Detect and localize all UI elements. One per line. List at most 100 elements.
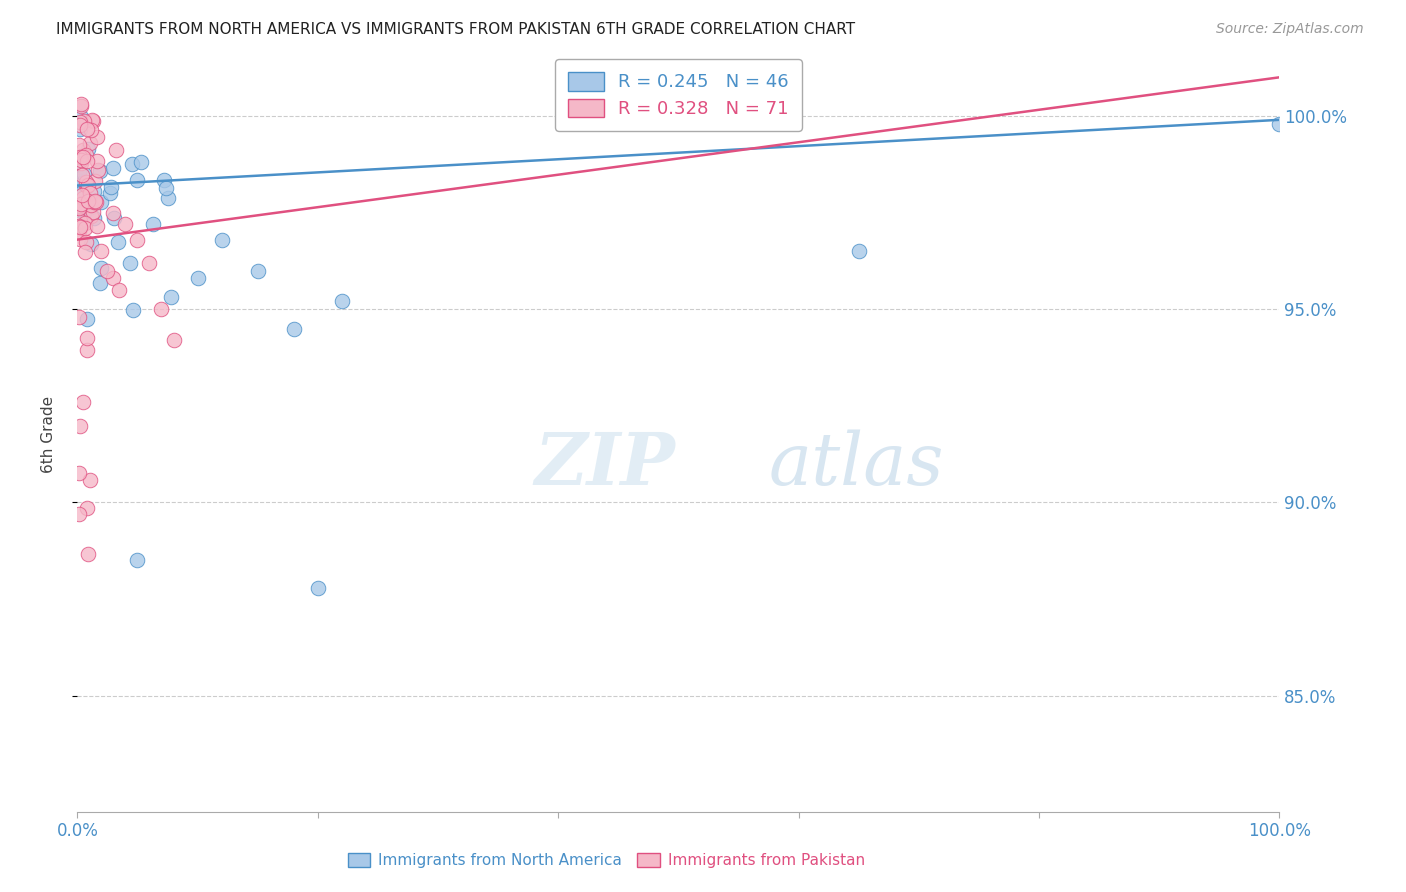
Point [98,186,121,200]
Point [67,202,90,217]
Point [75,178,97,193]
Point [89,163,111,178]
Point [70,110,93,124]
Point [72,204,94,219]
Point [69,150,91,164]
Point [67,507,90,521]
Point [90,261,112,276]
Y-axis label: 6th Grade: 6th Grade [42,396,56,474]
Point [127,233,149,247]
Point [72,114,94,128]
Point [67,138,90,153]
Point [76,343,98,357]
Point [69,419,91,434]
Point [72,143,94,157]
Point [307,581,329,595]
Point [72,190,94,204]
Point [80,209,103,223]
Point [127,553,149,567]
Point [330,294,353,309]
Point [67,467,90,481]
Point [69,115,91,129]
Point [77,548,100,562]
Point [86,130,108,145]
Point [283,321,305,335]
Point [76,331,98,345]
Point [83,195,105,210]
Point [90,244,112,259]
Point [67,165,90,179]
Point [84,195,107,210]
Point [96,263,118,277]
Point [70,168,93,182]
Point [77,178,100,193]
Point [138,256,160,270]
Point [129,155,152,169]
Point [76,122,98,136]
Point [83,174,105,188]
Point [121,303,143,318]
Point [76,141,98,155]
Point [70,188,93,202]
Point [187,271,209,285]
Point [76,501,98,516]
Point [76,154,98,169]
Point [162,333,184,347]
Text: ZIP: ZIP [534,430,675,500]
Point [70,99,93,113]
Point [107,235,129,250]
Point [67,225,90,239]
Text: IMMIGRANTS FROM NORTH AMERICA VS IMMIGRANTS FROM PAKISTAN 6TH GRADE CORRELATION : IMMIGRANTS FROM NORTH AMERICA VS IMMIGRA… [56,22,855,37]
Point [70,176,93,190]
Point [80,236,103,251]
Point [75,245,97,260]
Point [86,219,108,233]
Point [80,113,103,128]
Point [75,148,97,162]
Point [153,173,176,187]
Point [69,153,91,167]
Point [76,194,98,208]
Point [69,232,91,246]
Point [103,211,125,225]
Point [69,174,91,188]
Point [79,186,101,200]
Text: atlas: atlas [769,430,943,500]
Point [80,123,103,137]
Point [120,256,142,270]
Point [150,302,173,317]
Point [72,395,94,409]
Point [69,198,91,212]
Point [80,198,103,212]
Point [75,235,97,250]
Point [246,263,269,277]
Point [848,244,870,259]
Point [157,191,180,205]
Point [69,118,91,132]
Point [79,136,101,150]
Point [84,194,107,208]
Point [104,143,127,157]
Point [67,310,90,324]
Point [103,205,125,219]
Point [70,156,93,170]
Point [73,216,96,230]
Point [69,121,91,136]
Point [155,181,177,195]
Point [83,184,105,198]
Point [80,200,103,214]
Point [1268,117,1291,131]
Point [89,276,111,290]
Legend: Immigrants from North America, Immigrants from Pakistan: Immigrants from North America, Immigrant… [347,853,865,868]
Point [121,157,143,171]
Point [76,178,98,193]
Point [108,283,131,297]
Point [69,214,91,228]
Point [83,211,105,225]
Point [76,312,98,326]
Point [103,271,125,285]
Text: Source: ZipAtlas.com: Source: ZipAtlas.com [1216,22,1364,37]
Point [211,233,233,247]
Point [87,162,110,177]
Point [69,219,91,234]
